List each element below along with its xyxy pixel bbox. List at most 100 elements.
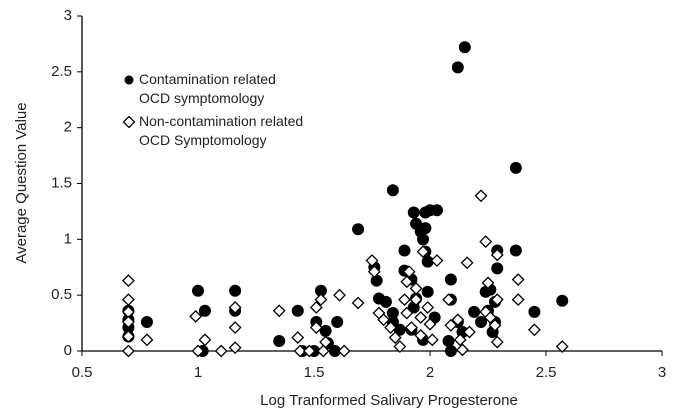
circle-point <box>319 324 332 337</box>
diamond-point <box>456 343 469 357</box>
diamond-point <box>490 335 504 349</box>
diamond-point <box>479 235 493 248</box>
diamond-point <box>421 301 435 314</box>
circle-point <box>370 274 383 287</box>
circle-point <box>444 345 457 357</box>
diamond-point <box>405 321 418 334</box>
diamond-point <box>483 311 497 324</box>
diamond-point <box>490 293 504 307</box>
circle-point <box>393 323 406 336</box>
diamond-point <box>367 265 381 279</box>
diamond-point <box>400 306 414 320</box>
circle-point <box>491 262 504 275</box>
diamond-point <box>511 273 525 286</box>
legend-label: Contamination related OCD symptomology <box>139 71 276 106</box>
circle-point <box>229 284 242 297</box>
diamond-point <box>474 189 488 203</box>
circle-point <box>273 334 286 347</box>
diamond-point <box>402 265 416 279</box>
diamond-point <box>488 318 502 332</box>
y-tick-label: 2.5 <box>51 63 72 80</box>
diamond-point <box>121 293 135 307</box>
diamond-point <box>451 313 465 327</box>
circle-point <box>140 315 153 328</box>
legend: Contamination related OCD symptomology No… <box>122 70 309 154</box>
diamond-point <box>430 254 444 267</box>
circle-point <box>331 315 344 328</box>
diamond-point <box>228 341 242 355</box>
diamond-point <box>377 313 391 327</box>
diamond-point <box>425 333 439 347</box>
diamond-point <box>302 344 316 358</box>
x-tick-label: 1.5 <box>304 364 325 381</box>
diamond-point <box>272 304 286 318</box>
circle-point <box>192 284 204 297</box>
circle-point <box>328 345 341 357</box>
circle-point <box>419 222 432 235</box>
diamond-point <box>527 323 541 337</box>
diamond-point <box>121 274 135 288</box>
circle-point <box>556 294 569 307</box>
diamond-point <box>228 301 242 314</box>
diamond-point <box>409 293 423 307</box>
diamond-point <box>121 315 135 329</box>
diamond-point <box>423 317 437 331</box>
circle-point <box>509 244 522 257</box>
circle-point <box>528 305 541 318</box>
diamond-point <box>214 344 228 358</box>
legend-label: Non-contamination related OCD Symptomolo… <box>139 113 304 148</box>
circle-point <box>386 184 399 197</box>
x-tick-label: 1 <box>194 364 202 381</box>
diamond-point <box>414 311 428 324</box>
diamond-point <box>388 331 402 345</box>
circle-point <box>442 334 455 347</box>
x-tick-label: 0.5 <box>72 364 93 381</box>
circle-point <box>352 223 365 236</box>
diamond-point <box>121 330 135 343</box>
x-tick-label: 2 <box>426 364 434 381</box>
diamond-point <box>481 276 495 290</box>
diamond-point <box>414 328 428 342</box>
diamond-point <box>444 318 458 332</box>
diamond-point <box>384 321 397 334</box>
diamond-point <box>191 344 205 358</box>
circle-point <box>291 304 304 317</box>
circle-point <box>314 284 327 297</box>
diamond-point <box>309 301 323 314</box>
diamond-point <box>122 116 136 128</box>
diamond-point <box>398 293 411 307</box>
circle-point <box>379 295 392 308</box>
legend-item: Contamination related OCD symptomology <box>122 70 309 108</box>
diamond-point <box>442 293 455 307</box>
x-tick-label: 2.5 <box>536 364 557 381</box>
diamond-point <box>333 288 346 302</box>
diamond-point <box>189 309 203 323</box>
diamond-point <box>198 333 212 347</box>
diamond-point <box>309 321 323 334</box>
x-tick-label: 3 <box>658 364 666 381</box>
y-tick-label: 3 <box>64 7 72 24</box>
diamond-point <box>555 340 569 353</box>
legend-item: Non-contamination related OCD Symptomolo… <box>122 112 309 150</box>
diamond-point <box>291 331 305 345</box>
y-tick-label: 0.5 <box>51 286 72 303</box>
legend-swatch <box>122 116 136 128</box>
circle-point <box>407 206 420 219</box>
circle-point <box>421 255 434 268</box>
diamond-point <box>490 248 504 262</box>
y-tick-label: 2 <box>64 119 72 136</box>
circle-point <box>451 61 464 74</box>
circle-point <box>198 304 211 317</box>
diamond-point <box>351 296 365 310</box>
diamond-point <box>416 245 430 259</box>
diamond-point <box>140 333 154 347</box>
circle-point <box>386 307 399 320</box>
diamond-point <box>293 344 307 358</box>
diamond-point <box>511 293 525 307</box>
diamond-point <box>365 254 379 267</box>
circle-point <box>475 315 488 328</box>
circle-point <box>444 273 457 286</box>
diamond-point <box>453 333 467 347</box>
